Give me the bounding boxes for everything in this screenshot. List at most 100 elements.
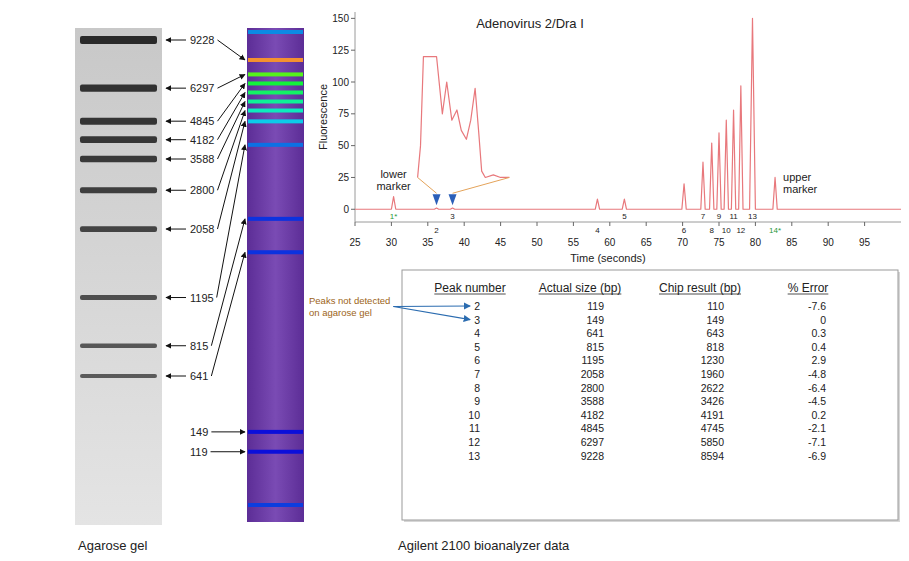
table-cell: 818 bbox=[706, 341, 724, 353]
x-tick bbox=[573, 222, 574, 226]
x-tick bbox=[646, 222, 647, 226]
size-label: 2058 bbox=[190, 223, 214, 235]
annotation: uppermarker bbox=[783, 171, 818, 195]
peak-label: 4 bbox=[595, 226, 600, 235]
table-cell: 0 bbox=[820, 314, 826, 326]
gel-band bbox=[80, 156, 157, 163]
peak-label: 11 bbox=[729, 212, 738, 221]
table-cell: 10 bbox=[468, 409, 480, 421]
annotation-line: lower bbox=[380, 168, 407, 180]
annotation-line: upper bbox=[783, 171, 811, 183]
size-label: 4845 bbox=[190, 115, 214, 127]
gel-band bbox=[80, 36, 157, 44]
table-cell: 12 bbox=[468, 436, 480, 448]
peak-label: 12 bbox=[736, 226, 745, 235]
gel-pointer bbox=[166, 376, 186, 377]
annotation-line: on agarose gel bbox=[309, 307, 372, 318]
gel-pointer bbox=[166, 297, 186, 298]
virtual-band bbox=[248, 430, 303, 434]
virtual-band bbox=[248, 119, 303, 123]
x-axis-title: Time (seconds) bbox=[570, 252, 645, 264]
gel-pointer bbox=[166, 190, 186, 191]
gel-lane bbox=[75, 28, 162, 525]
virtual-band bbox=[248, 72, 303, 76]
table-cell: 4745 bbox=[701, 422, 725, 434]
table-cell: 641 bbox=[586, 327, 604, 339]
y-tick bbox=[351, 82, 355, 83]
table-cell: 4 bbox=[474, 327, 480, 339]
peak-label: 1* bbox=[390, 212, 398, 221]
axes: 0255075100125150253035404550556065707580… bbox=[332, 12, 901, 248]
peak-pointer bbox=[449, 194, 457, 205]
lane-pointer bbox=[217, 145, 245, 298]
x-tick bbox=[500, 222, 501, 226]
virtual-band bbox=[248, 81, 303, 85]
table-cell: 4191 bbox=[701, 409, 725, 421]
lane-pointer bbox=[217, 92, 245, 139]
table-cell: 9 bbox=[474, 395, 480, 407]
figure: 0255075100125150253035404550556065707580… bbox=[0, 0, 909, 561]
x-tick-label: 35 bbox=[422, 237, 434, 248]
y-tick-label: 0 bbox=[343, 204, 349, 215]
virtual-band bbox=[248, 100, 303, 104]
x-tick bbox=[537, 222, 538, 226]
size-label: 119 bbox=[190, 446, 208, 458]
virtual-band bbox=[248, 503, 303, 507]
virtual-band bbox=[248, 90, 303, 94]
y-tick-label: 25 bbox=[338, 172, 350, 183]
peak-label: 8 bbox=[709, 226, 714, 235]
table-cell: 3588 bbox=[581, 395, 605, 407]
table-cell: 4845 bbox=[581, 422, 605, 434]
gel-pointer bbox=[166, 139, 186, 140]
x-tick-label: 80 bbox=[750, 237, 762, 248]
annotation-arrow bbox=[393, 305, 470, 307]
table-cell: 8 bbox=[474, 382, 480, 394]
x-tick-label: 65 bbox=[641, 237, 653, 248]
size-label: 815 bbox=[190, 340, 208, 352]
table-cell: -6.9 bbox=[808, 450, 826, 462]
y-tick bbox=[351, 50, 355, 51]
table-cell: 1230 bbox=[701, 354, 725, 366]
table-box bbox=[402, 270, 898, 520]
gel-band bbox=[80, 344, 157, 348]
gel-band bbox=[80, 295, 157, 300]
table-cell: 8594 bbox=[701, 450, 725, 462]
caption: Agarose gel bbox=[78, 538, 147, 553]
peak-labels: 1*234567891011121314* bbox=[390, 212, 781, 235]
x-tick bbox=[427, 222, 428, 226]
virtual-band bbox=[248, 58, 303, 62]
table-cell: -7.6 bbox=[808, 300, 826, 312]
lane-pointer bbox=[211, 451, 245, 452]
lane-pointer bbox=[211, 219, 245, 346]
size-labels: 9228629748454182358828002058119581564114… bbox=[166, 34, 245, 458]
x-tick-label: 50 bbox=[531, 237, 543, 248]
table-cell: 119 bbox=[587, 300, 604, 312]
x-tick-label: 55 bbox=[568, 237, 580, 248]
virtual-band bbox=[248, 450, 303, 454]
gel-band bbox=[80, 84, 157, 91]
y-tick-label: 100 bbox=[332, 77, 349, 88]
lane-pointer bbox=[211, 252, 245, 376]
peak-label: 14* bbox=[769, 226, 781, 235]
virtual-band bbox=[248, 250, 303, 254]
trace bbox=[355, 18, 901, 209]
table-cell: 110 bbox=[707, 300, 724, 312]
x-tick-label: 70 bbox=[677, 237, 689, 248]
table-cell: 2058 bbox=[581, 368, 605, 380]
gel-band bbox=[80, 374, 157, 378]
gel-pointer bbox=[166, 40, 186, 41]
header-underline bbox=[788, 294, 829, 295]
table-cell: 5 bbox=[474, 341, 480, 353]
table-cell: 0.4 bbox=[811, 341, 826, 353]
x-tick-label: 75 bbox=[713, 237, 725, 248]
table-cell: -4.5 bbox=[808, 395, 826, 407]
size-label: 641 bbox=[190, 370, 208, 382]
gel-pointer bbox=[166, 159, 186, 160]
table-cell: 2 bbox=[474, 300, 480, 312]
gel-band bbox=[80, 187, 157, 193]
annotation-line: Peaks not detected bbox=[309, 295, 390, 306]
x-tick bbox=[609, 222, 610, 226]
x-tick bbox=[828, 222, 829, 226]
zoom-guide bbox=[453, 177, 510, 193]
x-tick-label: 30 bbox=[386, 237, 398, 248]
